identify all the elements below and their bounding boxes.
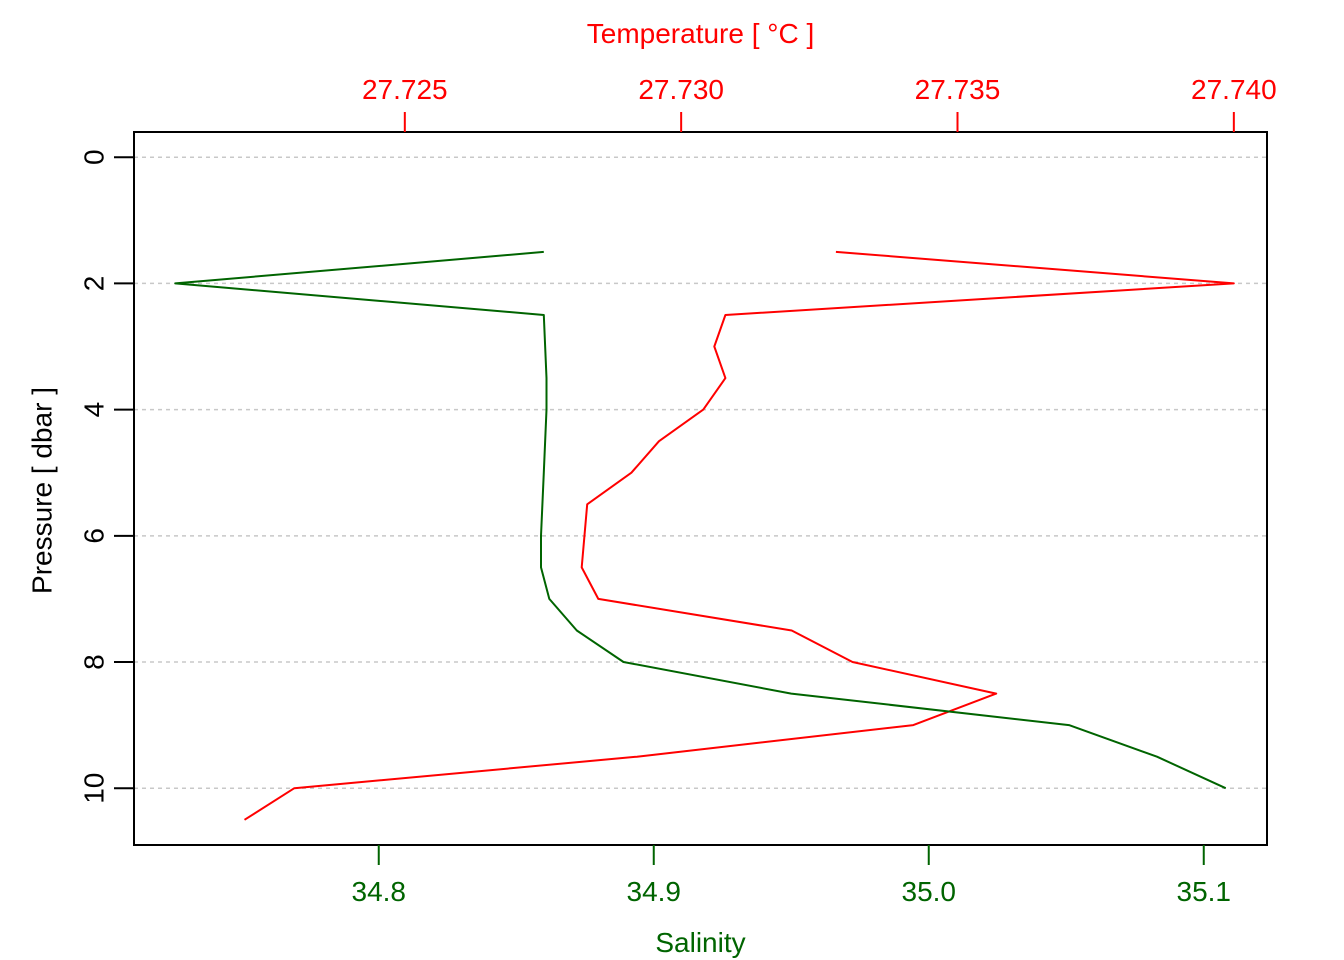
pressure-tick-label-5: 10	[79, 773, 110, 804]
temperature-line	[243, 250, 1235, 821]
salinity-tick-label-3: 35.1	[1177, 876, 1232, 907]
salinity-axis-title: Salinity	[655, 927, 745, 958]
pressure-axis-title: Pressure [ dbar ]	[27, 387, 58, 594]
pressure-tick-label-4: 8	[79, 654, 110, 670]
pressure-axis: 0 2 4 6 8 10	[79, 149, 134, 804]
salinity-tick-label-0: 34.8	[352, 876, 407, 907]
salinity-axis: 34.8 34.9 35.0 35.1	[352, 845, 1232, 907]
pressure-tick-label-3: 6	[79, 528, 110, 544]
temperature-tick-label-2: 27.735	[915, 74, 1001, 105]
gridlines	[134, 156, 1267, 789]
salinity-line	[174, 250, 1227, 790]
pressure-tick-label-0: 0	[79, 149, 110, 165]
temperature-tick-label-3: 27.740	[1191, 74, 1277, 105]
plot-frame	[133, 131, 1268, 846]
salinity-tick-label-1: 34.9	[627, 876, 682, 907]
series-lines	[174, 250, 1235, 821]
pressure-tick-label-2: 4	[79, 402, 110, 418]
pressure-tick-label-1: 2	[79, 276, 110, 292]
temperature-tick-label-1: 27.730	[638, 74, 724, 105]
temperature-axis-title: Temperature [ °C ]	[587, 18, 815, 49]
temperature-tick-label-0: 27.725	[362, 74, 448, 105]
salinity-tick-label-2: 35.0	[902, 876, 957, 907]
temperature-axis: 27.725 27.730 27.735 27.740	[362, 74, 1277, 132]
